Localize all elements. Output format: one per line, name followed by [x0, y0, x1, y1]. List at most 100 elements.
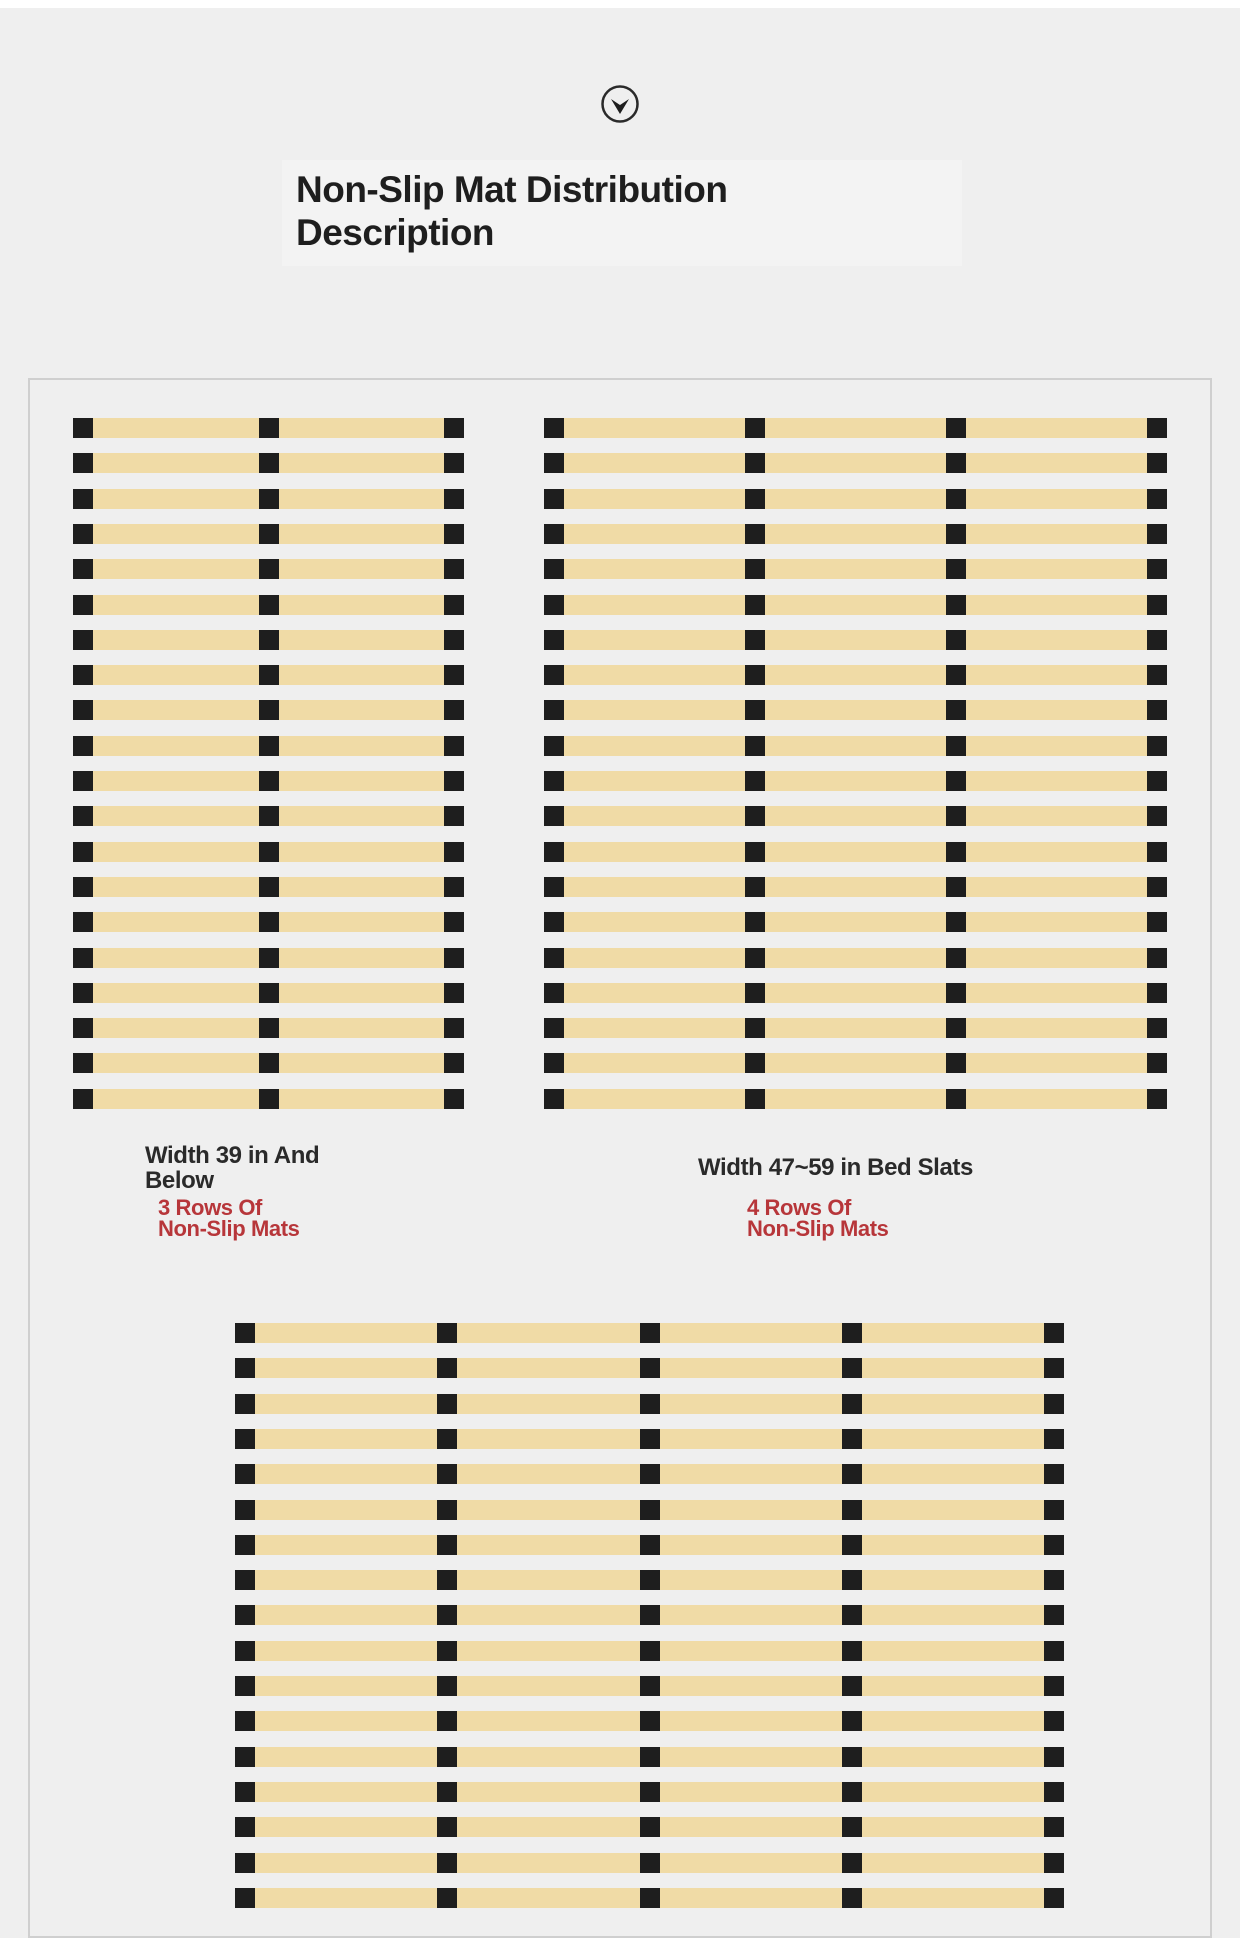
non-slip-mat	[946, 912, 966, 933]
bed-slat	[544, 806, 1167, 827]
bed-slat	[73, 453, 464, 474]
bed-slat	[235, 1323, 1064, 1343]
non-slip-mat	[437, 1746, 458, 1767]
non-slip-mat	[235, 1570, 255, 1591]
non-slip-mat	[841, 1499, 862, 1520]
non-slip-mat	[639, 1605, 660, 1626]
bed-slat	[73, 523, 464, 544]
slat-bar	[544, 1088, 1167, 1109]
non-slip-mat	[73, 1018, 93, 1039]
bed-slat	[235, 1534, 1064, 1555]
bed-slat	[544, 523, 1167, 544]
non-slip-mat	[258, 876, 279, 897]
non-slip-mat	[544, 453, 564, 474]
non-slip-mat	[444, 559, 464, 580]
non-slip-mat	[258, 559, 279, 580]
non-slip-mat	[258, 1088, 279, 1109]
non-slip-mat	[639, 1393, 660, 1414]
title-line-2: Description	[296, 212, 495, 253]
non-slip-mat	[841, 1817, 862, 1838]
non-slip-mat	[73, 453, 93, 474]
non-slip-mat	[639, 1570, 660, 1591]
non-slip-mat	[1044, 1781, 1064, 1802]
non-slip-mat	[444, 1018, 464, 1039]
bed-slat	[544, 1018, 1167, 1039]
non-slip-mat	[444, 665, 464, 686]
non-slip-mat	[841, 1534, 862, 1555]
non-slip-mat	[258, 806, 279, 827]
non-slip-mat	[745, 1053, 765, 1074]
non-slip-mat	[258, 947, 279, 968]
non-slip-mat	[444, 806, 464, 827]
non-slip-mat	[437, 1499, 458, 1520]
non-slip-mat	[1147, 453, 1167, 474]
bed-slat	[235, 1887, 1064, 1908]
bed-slat	[544, 700, 1167, 721]
mat-rows-medium: 4 Rows Of Non-Slip Mats	[747, 1197, 889, 1240]
non-slip-mat	[946, 594, 966, 615]
non-slip-mat	[544, 841, 564, 862]
non-slip-mat	[745, 594, 765, 615]
non-slip-mat	[544, 1088, 564, 1109]
non-slip-mat	[1044, 1428, 1064, 1449]
bed-slat	[544, 418, 1167, 438]
non-slip-mat	[235, 1887, 255, 1908]
non-slip-mat	[639, 1323, 660, 1343]
non-slip-mat	[946, 1018, 966, 1039]
non-slip-mat	[745, 1088, 765, 1109]
non-slip-mat	[745, 453, 765, 474]
non-slip-mat	[1147, 488, 1167, 509]
non-slip-mat	[437, 1323, 458, 1343]
non-slip-mat	[444, 735, 464, 756]
bed-slat	[73, 1018, 464, 1039]
title-line-1: Non-Slip Mat Distribution	[296, 169, 728, 210]
bed-slat	[544, 876, 1167, 897]
caption-narrow-line-2: Below	[145, 1167, 214, 1194]
non-slip-mat	[73, 418, 93, 438]
non-slip-mat	[437, 1570, 458, 1591]
slat-bar	[544, 876, 1167, 897]
caption-medium-line-1: Width 47~59 in Bed Slats	[698, 1154, 973, 1181]
non-slip-mat	[258, 418, 279, 438]
non-slip-mat	[73, 735, 93, 756]
non-slip-mat	[946, 735, 966, 756]
non-slip-mat	[258, 665, 279, 686]
slat-bar	[544, 912, 1167, 933]
non-slip-mat	[73, 629, 93, 650]
bed-slat	[544, 771, 1167, 791]
non-slip-mat	[841, 1711, 862, 1732]
non-slip-mat	[745, 418, 765, 438]
non-slip-mat	[841, 1358, 862, 1379]
slat-bar	[544, 982, 1167, 1003]
non-slip-mat	[258, 700, 279, 721]
non-slip-mat	[235, 1605, 255, 1626]
bed-slat	[73, 841, 464, 862]
bed-slat	[544, 982, 1167, 1003]
non-slip-mat	[841, 1428, 862, 1449]
non-slip-mat	[544, 629, 564, 650]
non-slip-mat	[946, 418, 966, 438]
non-slip-mat	[73, 523, 93, 544]
non-slip-mat	[639, 1534, 660, 1555]
bed-slat	[235, 1640, 1064, 1661]
non-slip-mat	[235, 1358, 255, 1379]
non-slip-mat	[437, 1676, 458, 1696]
bed-slat	[73, 806, 464, 827]
non-slip-mat	[639, 1852, 660, 1873]
non-slip-mat	[258, 982, 279, 1003]
non-slip-mat	[235, 1428, 255, 1449]
non-slip-mat	[1147, 806, 1167, 827]
bed-slat	[73, 771, 464, 791]
bed-slat	[235, 1781, 1064, 1802]
non-slip-mat	[258, 771, 279, 791]
non-slip-mat	[1044, 1852, 1064, 1873]
non-slip-mat	[444, 1053, 464, 1074]
non-slip-mat	[73, 876, 93, 897]
non-slip-mat	[1147, 594, 1167, 615]
non-slip-mat	[946, 1053, 966, 1074]
slat-bar	[544, 1053, 1167, 1074]
chevron-down-circle-icon[interactable]	[600, 84, 640, 124]
non-slip-mat	[1147, 1053, 1167, 1074]
non-slip-mat	[1147, 876, 1167, 897]
bed-slat	[544, 1088, 1167, 1109]
